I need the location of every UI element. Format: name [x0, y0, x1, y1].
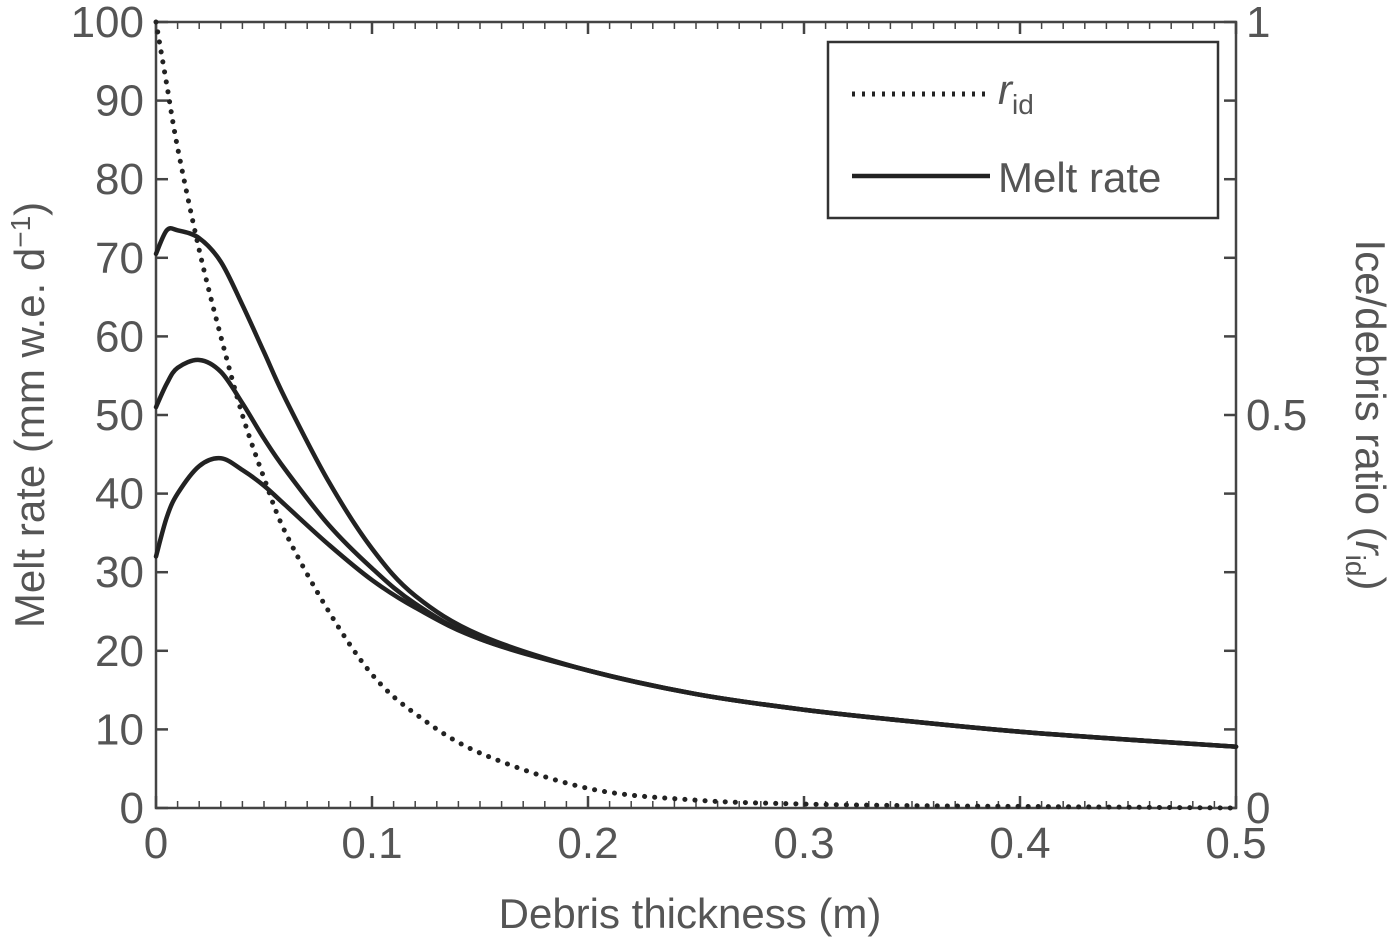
y-tick-label: 80 — [95, 155, 144, 204]
y2-axis-title-var: r — [1347, 541, 1394, 557]
y2-axis-title-main: Ice/debris ratio ( — [1347, 240, 1394, 541]
x-tick-label: 0 — [144, 819, 168, 868]
y-tick-label: 90 — [95, 77, 144, 126]
y2-axis-title-end: ) — [1347, 576, 1394, 590]
y2-tick-label: 0.5 — [1246, 391, 1307, 440]
y-axis-title-sup: −1 — [5, 216, 36, 248]
series-melt-rate-line-3 — [153, 455, 1239, 749]
y-tick-label: 50 — [95, 391, 144, 440]
x-axis-title: Debris thickness (m) — [499, 890, 882, 937]
y-axis-title: Melt rate (mm w.e. d−1) — [5, 202, 53, 628]
y2-tick-label: 0 — [1246, 784, 1270, 833]
x-tick-label: 0.4 — [989, 819, 1050, 868]
y-tick-label: 100 — [71, 0, 144, 47]
y-tick-label: 30 — [95, 548, 144, 597]
y-tick-label: 60 — [95, 312, 144, 361]
x-tick-label: 0.2 — [557, 819, 618, 868]
legend: rid Melt rate — [826, 40, 1220, 220]
y2-axis-title-sub: id — [1340, 555, 1371, 577]
x-tick-label: 0.1 — [341, 819, 402, 868]
legend-rid-label: rid — [998, 66, 1034, 120]
y-tick-label: 70 — [95, 234, 144, 283]
series-rid-line — [153, 19, 1239, 811]
y-tick-label: 40 — [95, 470, 144, 519]
x-tick-label: 0.5 — [1205, 819, 1266, 868]
legend-melt-label: Melt rate — [998, 154, 1161, 201]
series-layer — [153, 19, 1239, 811]
y-tick-label: 10 — [95, 705, 144, 754]
legend-rid-var: r — [998, 66, 1014, 113]
y-axis-title-main: Melt rate (mm w.e. d — [6, 248, 53, 628]
y-axis-ticks: 0 10 20 30 40 50 60 70 80 90 100 — [71, 0, 1236, 833]
y2-axis-title: Ice/debris ratio (rid) — [1340, 240, 1394, 591]
y2-tick-label: 1 — [1246, 0, 1270, 47]
legend-rid-sub: id — [1012, 89, 1034, 120]
y2-axis-ticks: 00.51 — [1246, 0, 1307, 833]
y-tick-label: 0 — [120, 784, 144, 833]
x-tick-label: 0.3 — [773, 819, 834, 868]
y-axis-title-end: ) — [6, 202, 53, 216]
y-tick-label: 20 — [95, 627, 144, 676]
x-axis-ticks: 0 0.1 0.2 0.3 0.4 0.5 — [144, 22, 1267, 868]
legend-box — [826, 40, 1220, 220]
